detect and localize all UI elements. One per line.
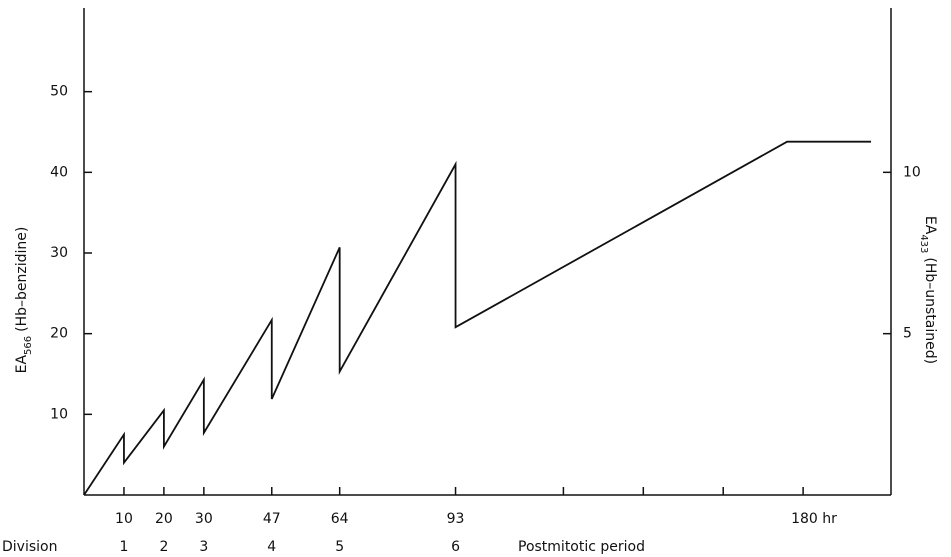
x-tick-label: 30: [195, 511, 213, 527]
division-number: 3: [199, 539, 208, 555]
x-tick-label: 20: [155, 511, 173, 527]
y-tick-label: 40: [50, 164, 68, 180]
y-tick-label: 10: [50, 406, 68, 422]
division-number: 4: [267, 539, 276, 555]
x-axis-label: Postmitotic period: [518, 539, 645, 555]
axis-title: EA433 (Hb–unstained): [919, 216, 939, 364]
axis-title-rest: (Hb–unstained): [922, 257, 938, 364]
y-tick-label: 30: [50, 245, 68, 261]
axis-title-sub: 433: [919, 234, 930, 253]
y2-tick-label: 10: [903, 164, 921, 180]
y-tick-label: 20: [50, 326, 68, 342]
data-line: [83, 140, 872, 496]
division-number: 5: [335, 539, 344, 555]
y-tick-label: 50: [50, 84, 68, 100]
axis-title-sub: 566: [23, 336, 34, 355]
x-tick-label: 64: [331, 511, 349, 527]
axis-title-main: EA: [14, 355, 30, 374]
x-tick-label: 93: [447, 511, 465, 527]
division-label: Division: [2, 539, 57, 555]
x-tick-label: 10: [115, 511, 133, 527]
y2-tick-label: 5: [903, 326, 912, 342]
axis-title-main: EA: [922, 216, 938, 235]
division-number: 1: [119, 539, 128, 555]
axis-title: EA566 (Hb–benzidine): [14, 227, 34, 374]
x-tick-label: 180 hr: [791, 511, 837, 527]
x-tick-label: 47: [263, 511, 281, 527]
division-number: 2: [159, 539, 168, 555]
division-number: 6: [451, 539, 460, 555]
axis-title-rest: (Hb–benzidine): [14, 227, 30, 332]
